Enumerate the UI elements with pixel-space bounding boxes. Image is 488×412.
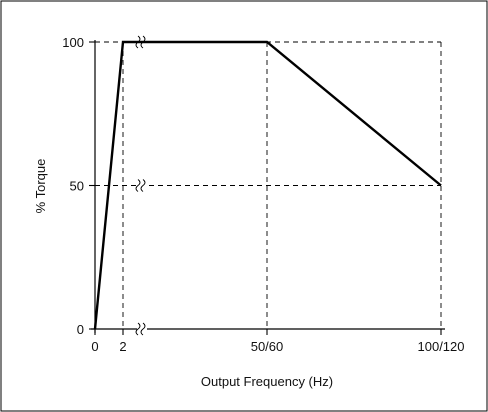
- axes: [91, 40, 445, 333]
- torque-line-1: [93, 40, 442, 330]
- x-tick-label-2: 2: [119, 339, 126, 354]
- break-mark-50-2: [140, 179, 146, 192]
- y-axis-label: % Torque: [33, 159, 48, 214]
- y-tick-label-0: 0: [77, 322, 84, 337]
- x-axis-label: Output Frequency (Hz): [201, 374, 333, 389]
- x-ticks: 0 2 50/60 100/120: [91, 329, 465, 354]
- x-tick-label-100-120: 100/120: [418, 339, 465, 354]
- break-gap-50: [137, 179, 147, 192]
- x-tick-label-50-60: 50/60: [251, 339, 284, 354]
- y-tick-label-100: 100: [62, 35, 84, 50]
- y-ticks: 0 50 100: [62, 35, 95, 337]
- break-mark-0-2: [140, 322, 146, 336]
- break-gap-0: [137, 323, 147, 335]
- x-tick-label-0: 0: [91, 339, 98, 354]
- y-tick-label-50: 50: [70, 179, 84, 194]
- break-mark-50-1: [135, 179, 141, 192]
- break-mark-0-1: [135, 322, 141, 336]
